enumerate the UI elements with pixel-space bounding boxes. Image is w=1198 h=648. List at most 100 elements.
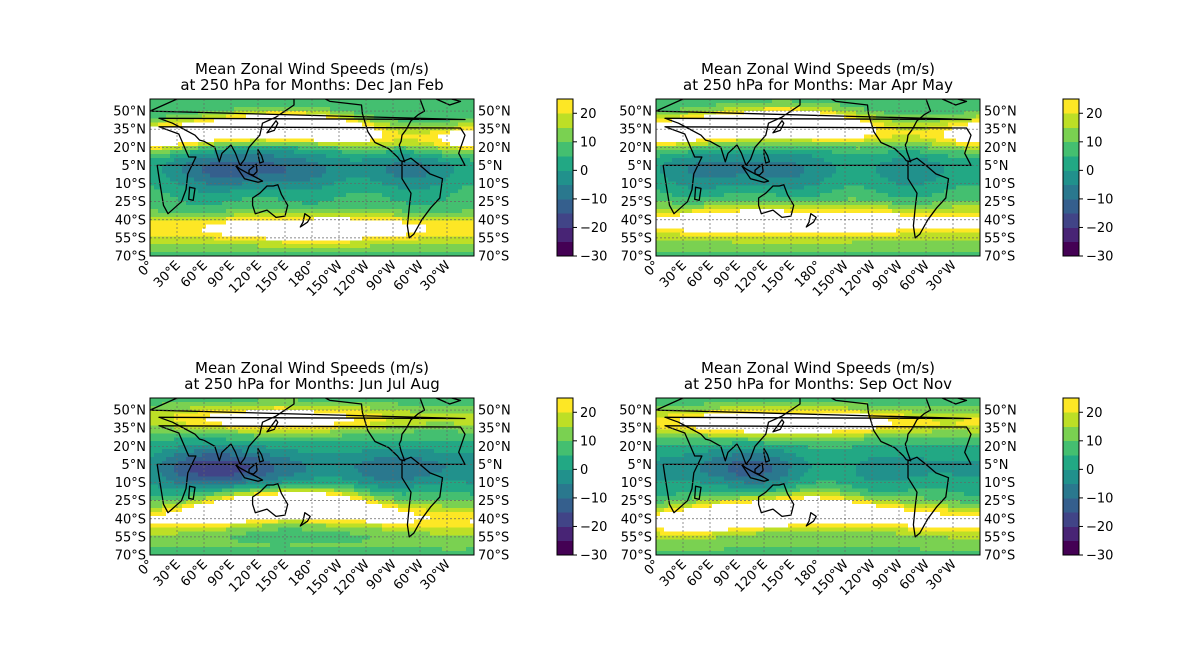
colorbar-segment <box>1063 412 1079 427</box>
colorbar-tick-label: 20 <box>1086 107 1103 122</box>
colorbar-tick-label: −10 <box>1086 491 1113 506</box>
colorbar-frame <box>1062 397 1080 556</box>
map-frame <box>655 98 981 257</box>
colorbar-segment <box>557 184 573 200</box>
colorbar-segment <box>1063 398 1079 413</box>
lon-tick-label: 30°W <box>418 557 454 593</box>
colorbar-tick-label: −30 <box>1086 250 1113 265</box>
lat-tick-label-right: 10°S <box>478 177 509 192</box>
lat-tick-label-left: 70°S <box>621 250 652 265</box>
lat-tick-label-right: 20°N <box>984 141 1017 156</box>
map-frame <box>149 98 475 257</box>
colorbar-segment <box>557 127 573 143</box>
colorbar-segment <box>557 526 573 542</box>
lat-tick-label-left: 35°N <box>113 422 146 437</box>
colorbar-segment <box>557 156 573 171</box>
colorbar-frame <box>556 98 574 257</box>
lat-tick-label-left: 20°N <box>619 141 652 156</box>
panel-title-line1: Mean Zonal Wind Speeds (m/s) <box>701 359 935 377</box>
lat-tick-label-right: 40°S <box>478 213 509 228</box>
colorbar-tick-label: 0 <box>580 463 588 478</box>
lon-tick-label: 90°W <box>364 258 400 294</box>
panel-title-line1: Mean Zonal Wind Speeds (m/s) <box>195 359 429 377</box>
lat-tick-label-right: 50°N <box>984 105 1017 120</box>
lat-tick-label-right: 35°N <box>478 422 511 437</box>
lat-tick-label-left: 55°S <box>115 231 146 246</box>
colorbar-tick-label: −10 <box>1086 192 1113 207</box>
colorbar-segment <box>557 398 573 413</box>
colorbar-tick-label: −20 <box>580 221 607 236</box>
colorbar-tick-label: 20 <box>580 107 597 122</box>
panel-1: Mean Zonal Wind Speeds (m/s)at 250 hPa f… <box>113 60 607 300</box>
lat-tick-label-right: 20°N <box>478 440 511 455</box>
lat-tick-label-right: 55°S <box>478 530 509 545</box>
colorbar-segment <box>557 170 573 186</box>
lat-tick-label-left: 50°N <box>113 404 146 419</box>
colorbar-tick-label: −10 <box>580 491 607 506</box>
lat-tick-label-left: 25°S <box>115 494 146 509</box>
lat-tick-label-left: 20°N <box>619 440 652 455</box>
lat-tick-label-left: 35°N <box>619 422 652 437</box>
lat-tick-label-right: 55°S <box>984 530 1015 545</box>
lat-tick-label-left: 5°N <box>122 159 147 174</box>
lat-tick-label-left: 70°S <box>115 549 146 564</box>
lat-tick-label-left: 10°S <box>115 476 146 491</box>
lat-tick-label-left: 50°N <box>113 105 146 120</box>
colorbar-segment <box>1063 440 1079 456</box>
colorbar-segment <box>557 113 573 128</box>
lat-tick-label-right: 25°S <box>984 195 1015 210</box>
colorbar-segment <box>557 483 573 499</box>
lat-tick-label-left: 55°S <box>621 530 652 545</box>
colorbar-segment <box>1063 227 1079 243</box>
lat-tick-label-left: 70°S <box>621 549 652 564</box>
colorbar-tick-label: 10 <box>1086 135 1103 150</box>
lat-tick-label-left: 25°S <box>621 494 652 509</box>
lon-tick-label: 90°W <box>870 258 906 294</box>
map-frame <box>149 397 475 556</box>
colorbar-segment <box>1063 184 1079 200</box>
panel-title-line1: Mean Zonal Wind Speeds (m/s) <box>195 60 429 78</box>
lat-tick-label-right: 5°N <box>478 159 503 174</box>
lat-tick-label-right: 55°S <box>478 231 509 246</box>
lat-tick-label-left: 10°S <box>115 177 146 192</box>
colorbar-segment <box>1063 141 1079 157</box>
colorbar-segment <box>557 455 573 470</box>
colorbar-tick-label: −10 <box>580 192 607 207</box>
lat-tick-label-right: 40°S <box>984 512 1015 527</box>
lon-tick-label: 60°E <box>684 258 717 291</box>
colorbar-segment <box>1063 540 1079 556</box>
colorbar-segment <box>1063 99 1079 114</box>
colorbar-tick-label: −20 <box>1086 221 1113 236</box>
colorbar-segment <box>557 241 573 257</box>
colorbar-segment <box>1063 469 1079 485</box>
colorbar-frame <box>556 397 574 556</box>
lon-tick-label: 30°W <box>418 258 454 294</box>
lat-tick-label-left: 5°N <box>122 458 147 473</box>
colorbar-tick-label: 10 <box>580 434 597 449</box>
lat-tick-label-right: 5°N <box>478 458 503 473</box>
lat-tick-label-left: 40°S <box>115 512 146 527</box>
lat-tick-label-right: 50°N <box>478 105 511 120</box>
lat-tick-label-left: 35°N <box>619 123 652 138</box>
lon-tick-label: 60°E <box>178 557 211 590</box>
colorbar-segment <box>1063 170 1079 186</box>
colorbar-segment <box>1063 156 1079 171</box>
map-mam-image <box>656 99 980 256</box>
colorbar-segment <box>1063 512 1079 527</box>
lat-tick-label-left: 25°S <box>115 195 146 210</box>
colorbar-tick-label: 10 <box>1086 434 1103 449</box>
colorbar-segment <box>557 412 573 427</box>
lon-tick-label: 90°W <box>870 557 906 593</box>
lat-tick-label-right: 70°S <box>984 250 1015 265</box>
colorbar-segment <box>557 497 573 513</box>
colorbar: 20 10 0 −10 −20 −30 <box>1062 98 1113 265</box>
colorbar-segment <box>557 540 573 556</box>
lon-tick-label: 30°E <box>657 258 690 291</box>
lat-tick-label-left: 50°N <box>619 105 652 120</box>
map-son-image <box>656 398 980 555</box>
colorbar-segment <box>1063 198 1079 214</box>
lat-tick-label-left: 70°S <box>115 250 146 265</box>
lat-tick-label-right: 10°S <box>984 177 1015 192</box>
lat-tick-label-left: 40°S <box>621 213 652 228</box>
